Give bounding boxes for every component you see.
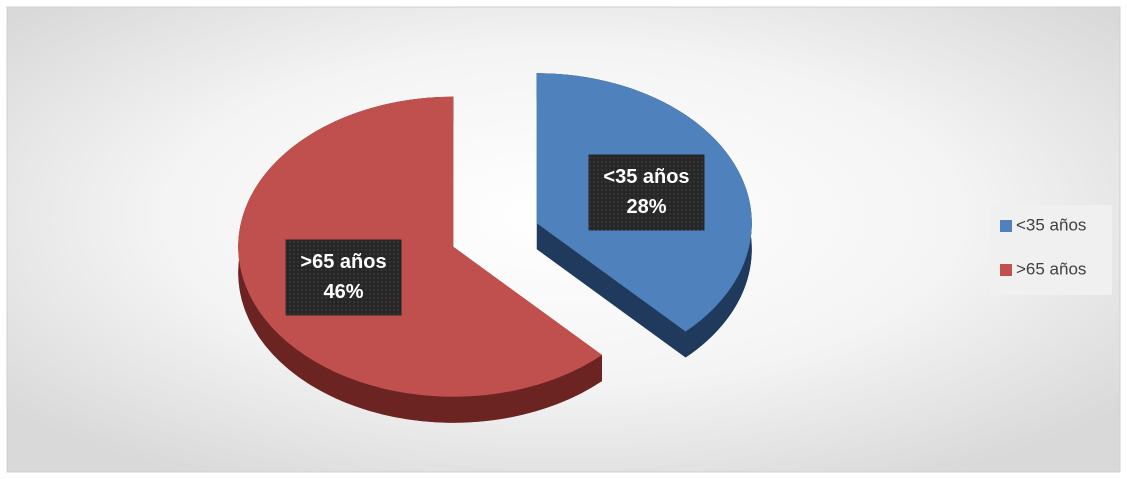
legend-swatch bbox=[1000, 220, 1012, 232]
data-label-value: 28% bbox=[626, 196, 666, 218]
data-label-box bbox=[285, 239, 402, 316]
legend-label: >65 años bbox=[1016, 259, 1086, 278]
slice bbox=[238, 96, 603, 397]
legend-swatch bbox=[1000, 264, 1012, 276]
data-label-value: 46% bbox=[324, 281, 364, 303]
data-label-category: <35 años bbox=[603, 166, 689, 188]
data-label-category: >65 años bbox=[300, 251, 386, 273]
data-label-box bbox=[588, 154, 705, 231]
legend-label: <35 años bbox=[1016, 215, 1086, 234]
slice-wall bbox=[238, 96, 603, 423]
